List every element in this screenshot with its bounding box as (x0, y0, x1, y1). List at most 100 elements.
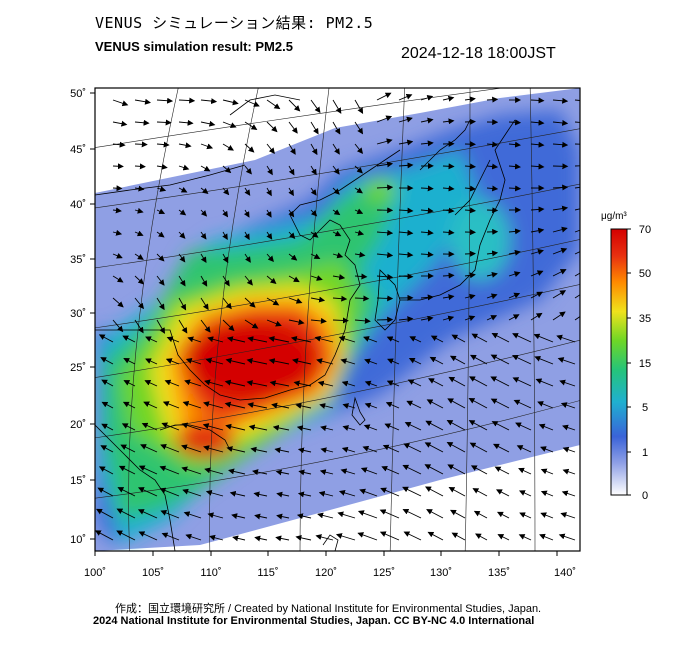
wind-arrow (332, 143, 340, 155)
wind-arrow (552, 184, 569, 191)
coastlines (95, 94, 516, 551)
wind-arrow (162, 401, 180, 409)
wind-arrow (178, 142, 192, 149)
wind-arrow (116, 508, 136, 519)
wind-arrow (244, 99, 260, 107)
wind-arrow (112, 229, 123, 236)
wind-arrow (354, 317, 371, 324)
wind-arrow (538, 423, 554, 431)
wind-arrow (442, 163, 455, 170)
wind-arrow (205, 357, 224, 365)
wind-arrow (200, 187, 209, 195)
wind-arrow (156, 231, 165, 238)
wind-arrow (491, 333, 510, 343)
wind-arrow (295, 402, 312, 409)
wind-arrow (310, 121, 319, 135)
wind-arrow (490, 398, 510, 409)
wind-arrow (530, 141, 545, 148)
wind-arrow (449, 355, 466, 365)
wind-arrow (310, 253, 321, 259)
wind-arrow (310, 165, 317, 176)
wind-arrow (178, 275, 186, 287)
wind-arrow (364, 380, 378, 387)
wind-arrow (386, 380, 400, 387)
wind-arrow (451, 532, 466, 541)
wind-arrow (516, 445, 532, 453)
lat-tick-label: 25˚ (70, 362, 86, 374)
wind-arrow (535, 378, 554, 387)
wind-arrow (335, 533, 356, 541)
wind-arrow (508, 185, 522, 192)
wind-arrow (534, 355, 554, 365)
lat-tick-label: 50˚ (70, 88, 86, 100)
wind-arrow (181, 466, 202, 475)
wind-arrow (363, 424, 378, 431)
wind-arrow (320, 447, 334, 454)
wind-arrow (275, 535, 290, 542)
wind-arrow (381, 466, 400, 475)
wind-arrow (342, 403, 356, 409)
wind-arrow (232, 535, 246, 542)
wind-arrow (430, 335, 444, 343)
wind-arrow (512, 333, 532, 343)
wind-arrow (200, 143, 214, 150)
wind-arrow (354, 295, 370, 302)
wind-arrow (178, 164, 190, 171)
wind-arrow (269, 380, 290, 387)
wind-arrow (101, 379, 114, 387)
wind-arrow (574, 316, 580, 321)
wind-arrow (156, 208, 166, 215)
lon-tick-label: 130˚ (430, 567, 452, 579)
wind-arrow (364, 402, 378, 409)
wind-arrow (557, 357, 576, 365)
wind-arrow (518, 534, 532, 541)
wind-arrow (145, 336, 158, 343)
wind-arrow (266, 231, 273, 240)
wind-arrow (310, 231, 319, 238)
wind-arrow (490, 354, 510, 365)
wind-arrow (533, 333, 554, 343)
wind-arrow (447, 464, 466, 475)
wind-arrow (561, 490, 576, 497)
lat-tick-label: 15˚ (70, 475, 86, 487)
wind-arrow (469, 442, 488, 453)
wind-arrow (562, 424, 576, 431)
wind-arrow (160, 510, 180, 519)
wind-arrow (402, 486, 422, 497)
wind-arrow (519, 512, 532, 519)
wind-arrow (560, 512, 576, 519)
wind-arrow (332, 209, 341, 216)
wind-arrow (266, 319, 282, 327)
wind-arrow (112, 207, 122, 214)
latitude-axis: 50˚ 45˚ 40˚ 35˚ 30˚ 25˚ 20˚ 15˚ 10˚ (70, 88, 86, 546)
wind-arrow (574, 186, 580, 189)
wind-arrow (178, 97, 196, 104)
wind-arrow (486, 96, 499, 103)
wind-arrow (310, 317, 327, 324)
wind-arrow (407, 379, 422, 387)
pm25-concentration-field (95, 110, 580, 545)
lon-tick-label: 135˚ (488, 567, 510, 579)
wind-arrow (156, 319, 165, 334)
wind-arrow (178, 231, 186, 239)
wind-arrow (145, 358, 158, 365)
wind-arrow (574, 294, 580, 299)
wind-arrow (376, 138, 393, 145)
wind-arrow (248, 424, 268, 431)
wind-arrow (448, 487, 466, 497)
wind-arrow (468, 398, 488, 409)
wind-arrow (530, 270, 544, 277)
wind-arrow (446, 442, 466, 453)
wind-arrow (442, 185, 455, 192)
copyright-line: 2024 National Institute for Environmenta… (93, 615, 535, 627)
wind-arrow (552, 119, 569, 126)
wind-arrow (420, 229, 434, 236)
wind-arrow (272, 424, 290, 431)
wind-arrow (376, 252, 394, 258)
wind-arrow (403, 443, 422, 453)
wind-arrow (224, 401, 246, 409)
wind-arrow (112, 275, 124, 283)
wind-arrow (486, 163, 499, 170)
wind-arrow (376, 316, 394, 323)
